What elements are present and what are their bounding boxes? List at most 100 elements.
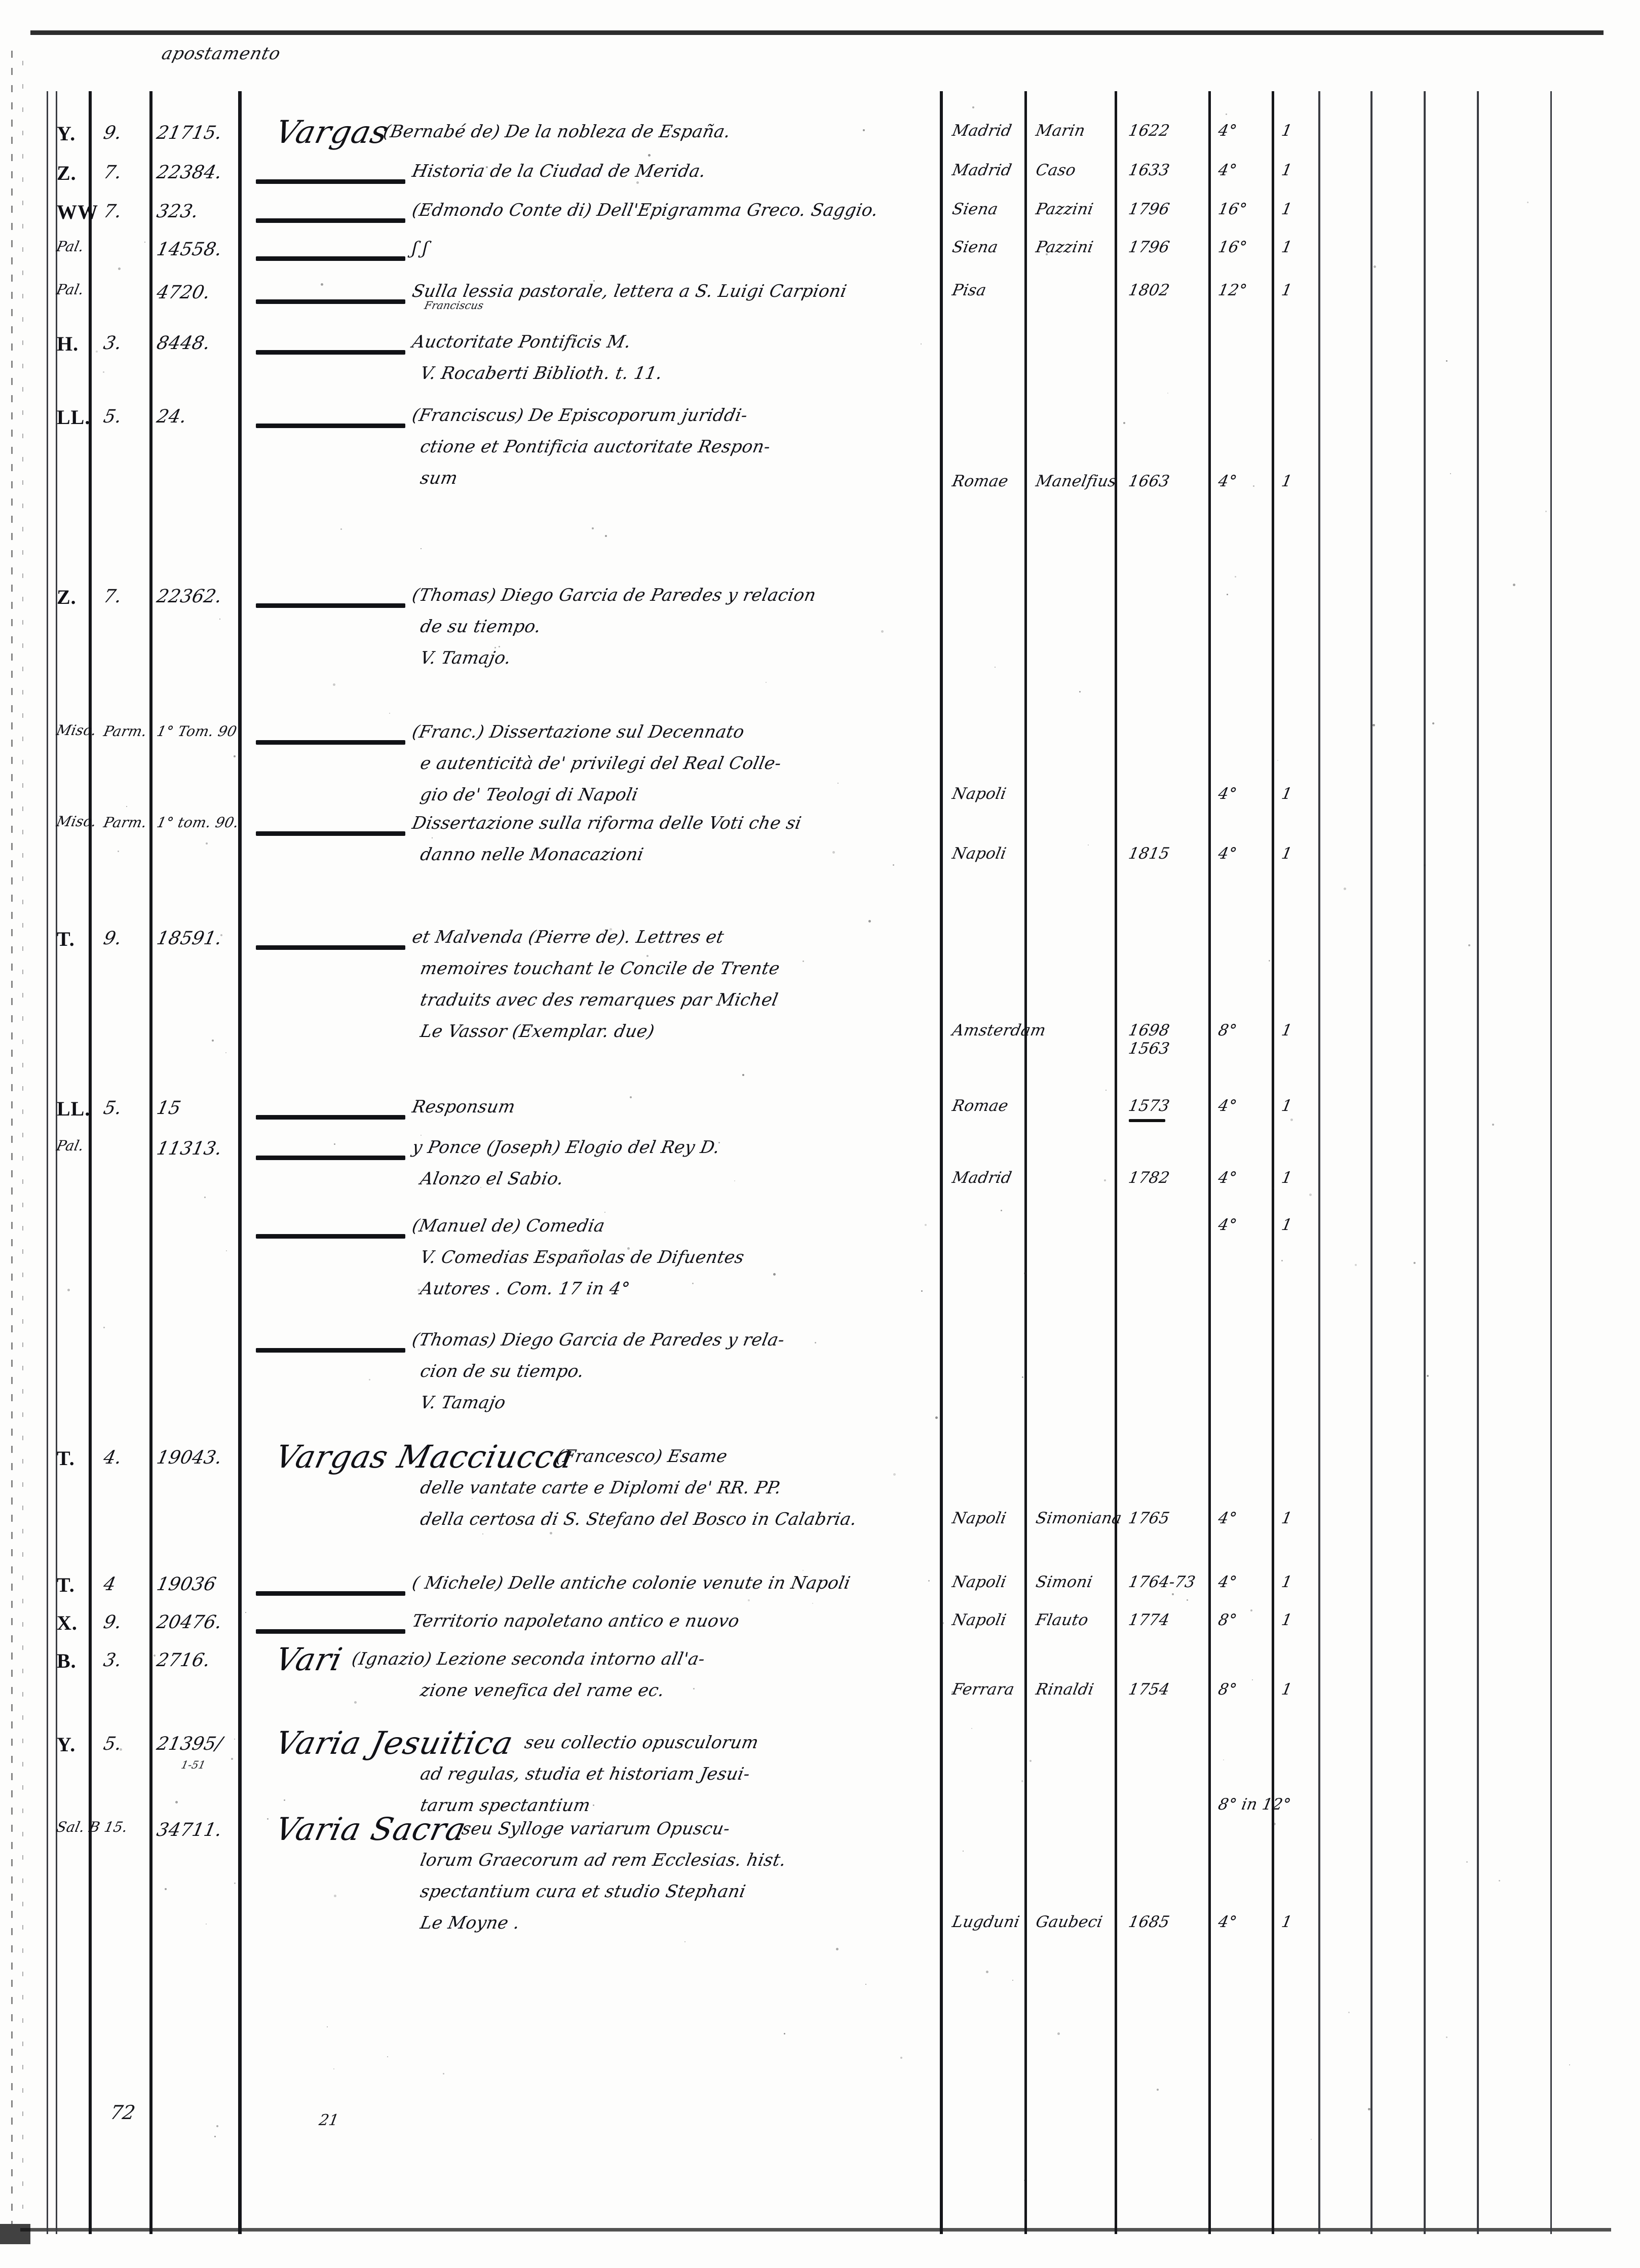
scan-speckle bbox=[592, 527, 594, 529]
cell-number: 22384. bbox=[155, 162, 224, 183]
column-rule-3 bbox=[149, 91, 152, 2234]
scan-speckle bbox=[321, 283, 323, 286]
scan-speckle bbox=[935, 1416, 938, 1419]
scan-speckle bbox=[389, 713, 390, 714]
scan-speckle bbox=[986, 1971, 988, 1973]
scan-speckle bbox=[627, 1247, 630, 1250]
cell-year: 1754 bbox=[1127, 1680, 1171, 1699]
column-rule-12 bbox=[1424, 91, 1426, 2234]
scan-speckle bbox=[1545, 511, 1547, 512]
cell-number: 22362. bbox=[155, 586, 224, 607]
column-rule-7 bbox=[1115, 91, 1117, 2234]
scan-speckle bbox=[1057, 2032, 1060, 2035]
ditto-rule bbox=[256, 350, 405, 355]
scan-speckle bbox=[1374, 265, 1376, 268]
cell-year: 1765 bbox=[1127, 1509, 1171, 1527]
cell-entry-line: Le Moyne . bbox=[418, 1913, 522, 1933]
ditto-rule bbox=[256, 256, 405, 261]
ditto-rule bbox=[256, 1348, 405, 1353]
scan-speckle bbox=[1001, 1210, 1002, 1211]
cell-headword: Vargas Macciucca bbox=[272, 1438, 578, 1475]
cell-format: 4° bbox=[1216, 1913, 1239, 1931]
cell-number: 21715. bbox=[155, 123, 224, 143]
scan-edge-bottom bbox=[20, 2228, 1611, 2232]
cell-year: 1815 bbox=[1127, 844, 1171, 863]
scan-speckle bbox=[1569, 2064, 1570, 2065]
cell-place: Pisa bbox=[950, 281, 988, 299]
cell-place: Napoli bbox=[950, 785, 1008, 803]
cell-place: Siena bbox=[950, 238, 1000, 256]
scan-speckle bbox=[443, 2073, 444, 2074]
scan-speckle bbox=[417, 1289, 420, 1291]
scan-speckle bbox=[369, 1379, 370, 1380]
scan-speckle bbox=[1252, 1679, 1253, 1680]
scan-speckle bbox=[464, 1733, 465, 1735]
scan-edge-left-secondary bbox=[22, 61, 23, 2209]
cell-entry-line: et Malvenda (Pierre de). Lettres et bbox=[410, 927, 726, 947]
scan-speckle bbox=[900, 2057, 902, 2059]
scan-speckle bbox=[1368, 2108, 1370, 2110]
ditto-rule bbox=[256, 945, 405, 950]
scan-speckle bbox=[1277, 760, 1278, 761]
ditto-rule bbox=[256, 1591, 405, 1596]
cell-place: Lugduni bbox=[950, 1913, 1021, 1931]
cell-year: 1802 bbox=[1127, 281, 1171, 299]
scan-speckle bbox=[604, 1212, 605, 1213]
cell-format: 4° bbox=[1216, 122, 1239, 140]
scan-speckle bbox=[333, 2068, 334, 2069]
scan-speckle bbox=[773, 1273, 776, 1276]
scan-speckle bbox=[1309, 1194, 1312, 1196]
cell-number: 34711. bbox=[155, 1820, 224, 1840]
cell-number: 19043. bbox=[155, 1447, 224, 1468]
scan-speckle bbox=[928, 1580, 930, 1582]
scan-speckle bbox=[863, 129, 865, 131]
cell-entry-line: Auctoritate Pontificis M. bbox=[410, 332, 633, 352]
cell-shelfmark: Misc. bbox=[55, 722, 98, 739]
cell-entry-line: seu Sylloge variarum Opuscu- bbox=[460, 1819, 732, 1839]
scan-speckle bbox=[646, 955, 649, 957]
cell-place: Siena bbox=[950, 200, 1000, 218]
cell-entry-line: (Edmondo Conte di) Dell'Epigramma Greco.… bbox=[410, 200, 880, 220]
scan-speckle bbox=[636, 181, 639, 184]
scan-speckle bbox=[971, 293, 973, 295]
cell-entry-line: (Franc.) Dissertazione sul Decennato bbox=[410, 722, 746, 742]
cell-entry-line: lorum Graecorum ad rem Ecclesias. hist. bbox=[418, 1850, 788, 1870]
scan-speckle bbox=[144, 242, 145, 243]
scan-speckle bbox=[812, 1603, 813, 1604]
scan-speckle bbox=[832, 851, 835, 854]
scan-speckle bbox=[648, 154, 651, 157]
scan-speckle bbox=[214, 2136, 216, 2137]
cell-entry-line: Dissertazione sulla riforma delle Voti c… bbox=[410, 813, 804, 833]
cell-shelfmark: T. bbox=[57, 928, 75, 950]
scan-speckle bbox=[1105, 1090, 1107, 1091]
scan-speckle bbox=[1446, 2036, 1447, 2038]
scan-speckle bbox=[120, 1748, 122, 1751]
cell-entry-line: sum bbox=[418, 468, 460, 488]
cell-format: 8° bbox=[1216, 1021, 1239, 1040]
cell-format: 4° bbox=[1216, 1097, 1239, 1115]
cell-shelfmark: B. bbox=[57, 1649, 77, 1672]
cell-shelfmark: Y. bbox=[57, 1733, 76, 1756]
cell-shelfmark: H. bbox=[57, 332, 79, 355]
cell-number: 1° Tom. 90 bbox=[155, 723, 239, 740]
scan-speckle bbox=[881, 630, 884, 633]
scan-speckle bbox=[1172, 1593, 1174, 1595]
cell-place: Madrid bbox=[950, 161, 1013, 179]
scan-speckle bbox=[1269, 960, 1270, 962]
scan-speckle bbox=[605, 535, 607, 537]
cell-entry-line: V. Rocaberti Biblioth. t. 11. bbox=[418, 363, 664, 383]
scan-speckle bbox=[206, 842, 208, 844]
ditto-rule bbox=[256, 299, 405, 304]
scan-speckle bbox=[499, 646, 500, 647]
scan-edge-left bbox=[11, 51, 13, 2224]
scan-speckle bbox=[1088, 844, 1089, 845]
scan-speckle bbox=[1187, 1599, 1188, 1601]
cell-publisher: Flauto bbox=[1034, 1611, 1090, 1629]
column-rule-5 bbox=[940, 91, 943, 2234]
cell-format: 16° bbox=[1216, 200, 1249, 218]
scan-speckle bbox=[340, 528, 342, 530]
scan-speckle bbox=[1427, 1375, 1429, 1377]
scan-speckle bbox=[942, 1622, 944, 1624]
scan-speckle bbox=[836, 1948, 838, 1950]
